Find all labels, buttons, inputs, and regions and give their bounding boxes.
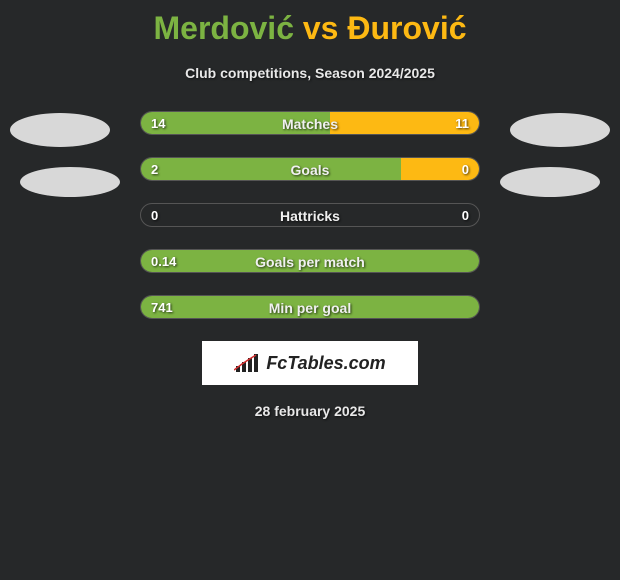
- avatar-left-1: [10, 113, 110, 147]
- logo-box: FcTables.com: [202, 341, 418, 385]
- stat-bar-row: 20Goals: [140, 157, 480, 181]
- stats-area: 1411Matches 20Goals 00Hattricks 0.14Goals p…: [0, 111, 620, 319]
- bar-label: Goals per match: [141, 250, 479, 273]
- bar-label: Min per goal: [141, 296, 479, 319]
- bar-label: Goals: [141, 158, 479, 181]
- avatar-left-2: [20, 167, 120, 197]
- logo-text: FcTables.com: [266, 353, 385, 374]
- vs-text: vs: [303, 10, 339, 46]
- player-left-name: Merdović: [154, 10, 294, 46]
- chart-bars-icon: [234, 352, 262, 374]
- stat-bar-row: 00Hattricks: [140, 203, 480, 227]
- stat-bar-row: 0.14Goals per match: [140, 249, 480, 273]
- comparison-title: Merdović vs Đurović: [0, 0, 620, 47]
- avatar-right-2: [500, 167, 600, 197]
- stat-bar-row: 741Min per goal: [140, 295, 480, 319]
- avatar-right-1: [510, 113, 610, 147]
- logo-inner: FcTables.com: [234, 352, 385, 374]
- stat-bar-row: 1411Matches: [140, 111, 480, 135]
- bar-label: Hattricks: [141, 204, 479, 227]
- bar-label: Matches: [141, 112, 479, 135]
- subtitle: Club competitions, Season 2024/2025: [0, 65, 620, 81]
- date-text: 28 february 2025: [0, 403, 620, 419]
- player-right-name: Đurović: [347, 10, 466, 46]
